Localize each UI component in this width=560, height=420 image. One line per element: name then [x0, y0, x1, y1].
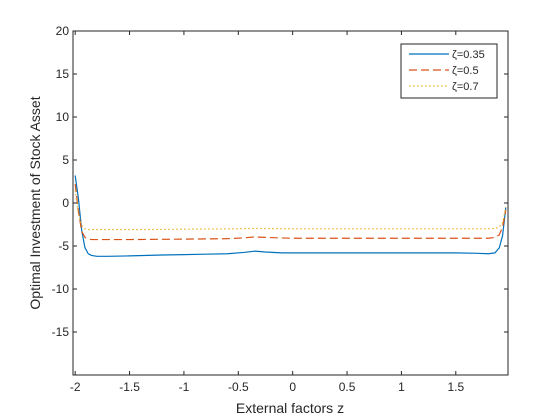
x-tick-label: -1: [179, 380, 190, 394]
x-tick-label: -0.5: [228, 380, 249, 394]
x-axis-label: External factors z: [236, 400, 344, 416]
y-tick-label: -5: [58, 239, 69, 253]
series-line-2: [74, 184, 507, 241]
ticks-layer: -2 -1.5 -1 -0.5 0 0.5 1 1.5 20 15 10 5 0 -5 -10 -15: [52, 24, 508, 394]
y-tick-label: 10: [56, 110, 70, 124]
legend-label: ζ=0.7: [452, 81, 479, 93]
x-tick-label: -1.5: [119, 380, 140, 394]
x-tick-label: 1: [398, 380, 405, 394]
series-line-1: [74, 175, 507, 257]
series-line-3: [74, 190, 507, 231]
legend-box: [400, 43, 498, 99]
y-tick-label: 0: [62, 196, 69, 210]
x-tick-label: 1.5: [447, 380, 464, 394]
x-tick-label: 0: [289, 380, 296, 394]
x-tick-label: -2: [70, 380, 81, 394]
legend-label: ζ=0.35: [452, 49, 485, 61]
series-layer: [74, 175, 507, 257]
x-tick-label: 0.5: [339, 380, 356, 394]
legend: ζ=0.35 ζ=0.5 ζ=0.7: [400, 43, 498, 99]
y-tick-label: 15: [56, 67, 70, 81]
y-tick-label: 5: [62, 153, 69, 167]
y-axis-label: Optimal Investment of Stock Asset: [27, 96, 43, 309]
y-tick-label: 20: [56, 24, 70, 38]
y-tick-label: -15: [52, 325, 70, 339]
y-tick-label: -10: [52, 282, 70, 296]
legend-label: ζ=0.5: [452, 65, 479, 77]
